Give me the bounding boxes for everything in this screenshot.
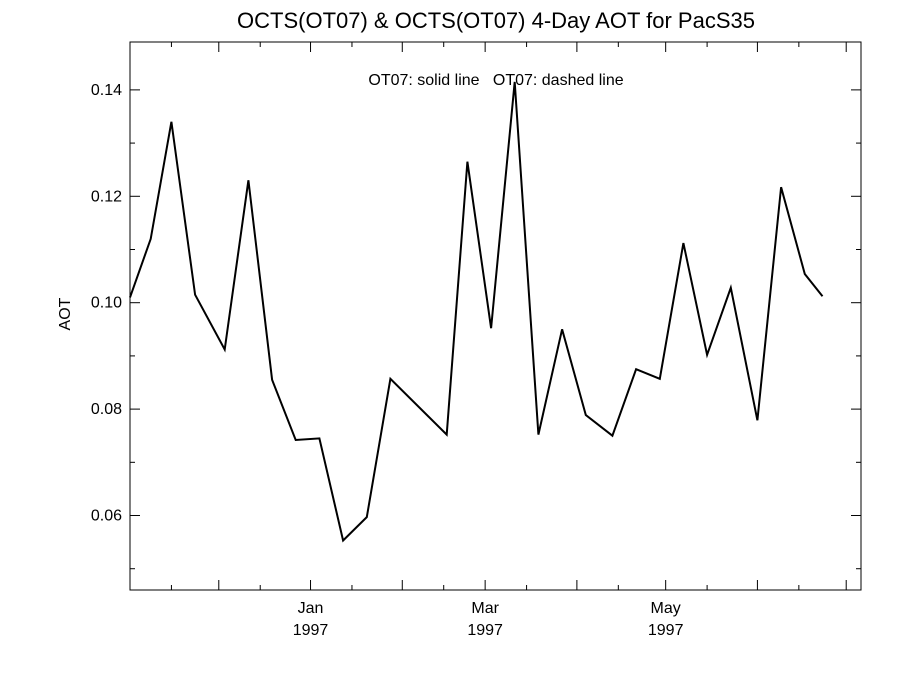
x-tick-label-month: May bbox=[651, 600, 681, 617]
y-axis-ticks: 0.06 0.08 0.10 0.12 0.14 bbox=[91, 82, 861, 570]
x-tick-label-month: Mar bbox=[471, 600, 499, 617]
y-tick-label: 0.10 bbox=[91, 295, 122, 312]
plot-frame bbox=[129, 41, 862, 591]
x-tick-label-year: 1997 bbox=[467, 622, 503, 639]
chart-title: OCTS(OT07) & OCTS(OT07) 4-Day AOT for Pa… bbox=[237, 8, 755, 33]
x-tick-label-year: 1997 bbox=[293, 622, 329, 639]
series-layer bbox=[129, 81, 824, 543]
x-tick-label-year: 1997 bbox=[648, 622, 684, 639]
x-tick-label-month: Jan bbox=[298, 600, 324, 617]
legend-annotation: OT07: solid line OT07: dashed line bbox=[368, 72, 623, 89]
y-tick-label: 0.08 bbox=[91, 401, 122, 418]
y-tick-label: 0.12 bbox=[91, 188, 122, 205]
y-tick-label: 0.06 bbox=[91, 508, 122, 525]
y-axis-label: AOT bbox=[57, 297, 74, 330]
series-line bbox=[129, 81, 824, 543]
y-tick-label: 0.14 bbox=[91, 82, 122, 99]
x-axis-ticks: Jan 1997 Mar 1997 May 1997 bbox=[170, 42, 847, 639]
